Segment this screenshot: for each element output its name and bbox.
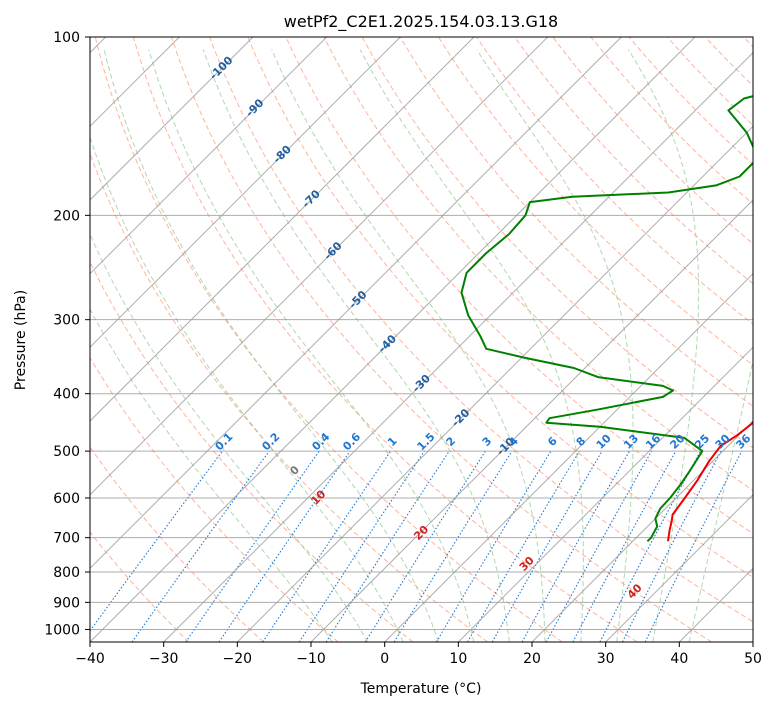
moist-adiabat-line	[90, 135, 404, 642]
dry-adiabat-line	[323, 37, 753, 491]
x-tick-label: 30	[597, 651, 615, 667]
mixing-ratio-line	[90, 450, 223, 632]
isotherm-gridline	[90, 37, 328, 275]
mixing-ratio-line	[521, 450, 630, 642]
moist-adiabat-line	[90, 233, 369, 642]
mixing-ratio-line	[218, 450, 351, 642]
x-axis-title: Temperature (°C)	[360, 681, 482, 697]
axes-layer: −40 −30 −20 −10 0 10 20 30 40 50 1000 900 800 700 600 5…	[44, 30, 762, 667]
y-tick-label: 200	[53, 208, 80, 224]
moist-adiabat-line	[476, 49, 634, 642]
dewpoint-profile-line	[460, 95, 753, 543]
dry-adiabat-line	[552, 37, 753, 245]
isotherm-gridline	[90, 37, 254, 201]
isotherm-gridline	[90, 37, 549, 496]
y-tick-label: 400	[53, 387, 80, 403]
x-tick-label: 10	[449, 651, 467, 667]
isotherm-gridline	[457, 346, 753, 642]
isotherm-gridline	[90, 37, 475, 422]
dry-adiabat-line	[209, 37, 753, 623]
x-tick-label: −20	[223, 651, 253, 667]
dry-adiabat-line	[590, 37, 753, 205]
moist-adiabat-line	[688, 358, 753, 642]
x-tick-label: 0	[380, 651, 389, 667]
temperature-profile-line	[667, 420, 753, 542]
dry-adiabat-line	[285, 37, 753, 535]
chart-title: wetPf2_C2E1.2025.154.03.13.G18	[284, 12, 558, 32]
x-tick-label: −30	[149, 651, 179, 667]
dry-adiabat-line	[437, 37, 753, 366]
y-tick-label: 500	[53, 444, 80, 460]
mixing-ratio-line	[393, 450, 513, 642]
dry-adiabat-line	[94, 37, 563, 642]
series-layer	[460, 95, 753, 543]
mixing-ratio-line	[621, 450, 722, 642]
mixing-ratio-line	[298, 450, 425, 642]
x-tick-label: −10	[296, 651, 326, 667]
moist-adiabat-line	[359, 49, 584, 642]
isotherm-gridline	[384, 272, 753, 642]
y-tick-label: 100	[53, 30, 80, 46]
isotherm-gridline	[605, 493, 753, 642]
mixing-ratio-line	[491, 450, 603, 642]
y-tick-label: 600	[53, 491, 80, 507]
x-tick-label: 20	[523, 651, 541, 667]
grid-layer	[90, 37, 753, 642]
moist-adiabat-line	[103, 49, 439, 642]
x-tick-label: 40	[670, 651, 688, 667]
y-tick-label: 900	[53, 595, 80, 611]
y-tick-label: 700	[53, 531, 80, 547]
mixing-ratio-line	[364, 450, 486, 642]
y-tick-label: 300	[53, 313, 80, 329]
dry-adiabat-line	[132, 37, 638, 642]
mixing-ratio-line	[325, 450, 450, 642]
y-tick-label: 1000	[44, 622, 80, 638]
dry-adiabat-line	[90, 531, 190, 642]
x-tick-label: 50	[744, 651, 762, 667]
isotherm-gridline	[90, 37, 696, 642]
x-tick-label: −40	[75, 651, 105, 667]
y-tick-label: 800	[53, 565, 80, 581]
moist-adiabat-line	[148, 49, 475, 642]
moist-adiabat-line	[271, 49, 546, 642]
y-axis-title: Pressure (hPa)	[13, 290, 29, 390]
dry-adiabat-line	[90, 260, 414, 642]
isotherm-gridline	[163, 51, 753, 642]
mixing-ratio-line	[572, 450, 677, 642]
plot-area	[90, 37, 753, 642]
isotherm-gridline	[90, 37, 622, 570]
isotherm-gridline	[236, 125, 753, 642]
mixing-ratio-line	[644, 450, 743, 642]
dry-adiabat-line	[90, 356, 339, 642]
dry-adiabat-line	[476, 37, 753, 325]
moist-adiabat-line	[90, 308, 333, 642]
moist-adiabat-line	[627, 49, 700, 642]
mixing-ratio-line	[599, 450, 701, 642]
plot-frame	[89, 36, 754, 643]
dry-adiabat-line	[399, 37, 753, 407]
isotherm-gridline	[90, 37, 401, 349]
isotherm-gridline	[310, 199, 753, 642]
isotherm-gridline	[531, 420, 753, 642]
mixing-ratio-line	[185, 450, 320, 642]
dry-adiabat-line	[171, 37, 712, 642]
moist-adiabat-line	[202, 49, 510, 642]
mixing-ratio-line	[131, 450, 270, 642]
